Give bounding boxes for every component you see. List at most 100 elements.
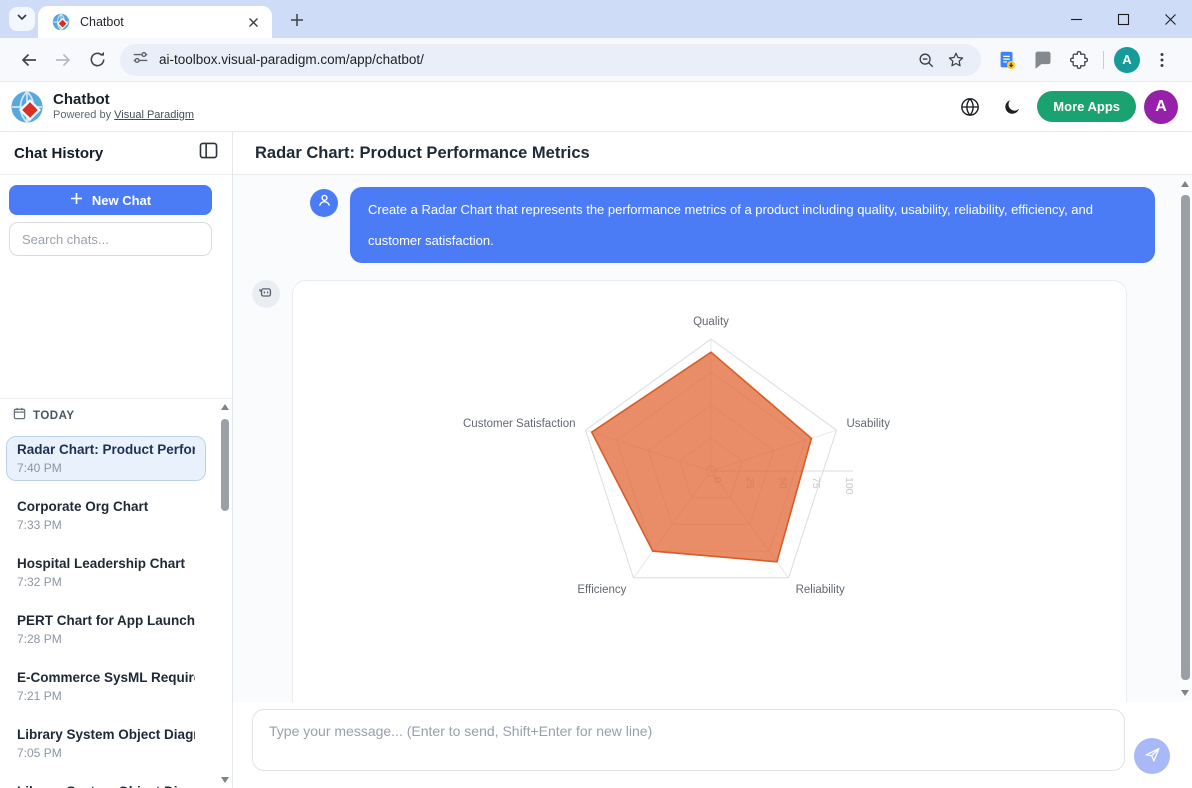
bookmark-star-icon[interactable] (941, 45, 971, 75)
svg-text:100: 100 (843, 477, 855, 495)
chat-history-item[interactable]: Library System Object Diagr... 7:05 PM (6, 721, 206, 766)
collapse-sidebar-icon[interactable] (199, 142, 218, 164)
reload-icon[interactable] (80, 43, 114, 77)
robot-icon (258, 284, 274, 305)
chat-history-item[interactable]: Library System Object Diagr... 7:05 PM (6, 778, 206, 788)
new-chat-label: New Chat (91, 192, 152, 208)
main-scrollbar[interactable] (1179, 175, 1192, 702)
today-section-header: TODAY (0, 407, 232, 425)
svg-text:Customer Satisfaction: Customer Satisfaction (463, 418, 576, 430)
browser-titlebar: Chatbot (0, 0, 1192, 38)
browser-menu-icon[interactable] (1146, 44, 1178, 76)
today-label: TODAY (33, 410, 75, 422)
calendar-icon (13, 407, 26, 425)
window-controls (1069, 0, 1178, 38)
message-composer (233, 702, 1192, 788)
svg-text:Efficiency: Efficiency (577, 584, 626, 596)
chat-history-item[interactable]: Radar Chart: Product Perfor... 7:40 PM (6, 436, 206, 481)
radar-chart: 0255075100QualityUsabilityReliabilityEff… (463, 316, 890, 596)
chat-item-time: 7:33 PM (17, 518, 62, 532)
search-chats-input[interactable] (9, 222, 212, 256)
more-apps-button[interactable]: More Apps (1037, 91, 1136, 122)
tab-search-button[interactable] (9, 7, 35, 31)
svg-text:Quality: Quality (693, 316, 729, 328)
powered-by-text: Powered by (53, 109, 115, 121)
header-actions: More Apps A (953, 89, 1178, 124)
chat-history-item[interactable]: E-Commerce SysML Require... 7:21 PM (6, 664, 206, 709)
chat-item-title: Radar Chart: Product Perfor... (17, 442, 195, 457)
scrollbar-thumb[interactable] (221, 419, 229, 511)
conversation-header: Radar Chart: Product Performance Metrics (233, 132, 1192, 175)
chat-history-sidebar: Chat History New Chat TODAY Radar Chart:… (0, 132, 233, 788)
send-button[interactable] (1134, 738, 1170, 774)
tab-title: Chatbot (80, 15, 124, 29)
new-chat-button[interactable]: New Chat (9, 185, 212, 215)
chat-area: Create a Radar Chart that represents the… (233, 175, 1192, 702)
chat-item-title: E-Commerce SysML Require... (17, 670, 195, 685)
chart-response-card: 0255075100QualityUsabilityReliabilityEff… (292, 280, 1127, 702)
person-icon (317, 193, 332, 213)
chat-item-time: 7:40 PM (17, 461, 62, 475)
chat-item-title: Corporate Org Chart (17, 499, 149, 514)
site-favicon (52, 13, 70, 31)
chat-item-time: 7:28 PM (17, 632, 62, 646)
conversation-title: Radar Chart: Product Performance Metrics (255, 143, 590, 162)
user-avatar[interactable]: A (1144, 89, 1178, 124)
back-icon[interactable] (12, 43, 46, 77)
chat-item-title: Library System Object Diagr... (17, 784, 195, 788)
paper-plane-icon (1144, 746, 1161, 766)
visual-paradigm-logo (10, 90, 44, 124)
browser-tab[interactable]: Chatbot (38, 6, 272, 38)
maximize-button[interactable] (1116, 12, 1131, 27)
dark-mode-moon-icon[interactable] (995, 90, 1029, 124)
scroll-down-icon[interactable] (1181, 690, 1189, 696)
language-globe-icon[interactable] (953, 90, 987, 124)
chat-history-item[interactable]: Hospital Leadership Chart 7:32 PM (6, 550, 206, 595)
chevron-down-icon (16, 10, 28, 28)
chat-item-time: 7:05 PM (17, 746, 62, 760)
browser-profile-avatar[interactable]: A (1114, 46, 1140, 73)
chat-history-item[interactable]: Corporate Org Chart 7:33 PM (6, 493, 206, 538)
app-header: Chatbot Powered by Visual Paradigm More … (0, 82, 1192, 132)
chat-item-title: PERT Chart for App Launch (17, 613, 195, 628)
chat-item-title: Hospital Leadership Chart (17, 556, 186, 571)
message-input[interactable] (252, 709, 1125, 771)
zoom-out-icon[interactable] (911, 45, 941, 75)
user-message-bubble: Create a Radar Chart that represents the… (350, 187, 1155, 263)
sidebar-header: Chat History (0, 132, 232, 175)
chat-list: TODAY Radar Chart: Product Perfor... 7:4… (0, 398, 232, 788)
app-title: Chatbot (53, 91, 110, 108)
browser-toolbar: ai-toolbox.visual-paradigm.com/app/chatb… (0, 38, 1192, 82)
chat-history-item[interactable]: PERT Chart for App Launch 7:28 PM (6, 607, 206, 652)
sidebar-scrollbar[interactable] (219, 399, 231, 788)
new-tab-button[interactable] (286, 9, 308, 31)
scrollbar-thumb[interactable] (1181, 195, 1190, 680)
site-settings-icon[interactable] (132, 49, 149, 71)
scroll-down-icon[interactable] (221, 777, 229, 783)
minimize-button[interactable] (1069, 12, 1084, 27)
address-bar[interactable]: ai-toolbox.visual-paradigm.com/app/chatb… (120, 43, 981, 76)
forward-icon[interactable] (46, 43, 80, 77)
visual-paradigm-link[interactable]: Visual Paradigm (114, 109, 195, 121)
chat-item-time: 7:21 PM (17, 689, 62, 703)
close-button[interactable] (1163, 12, 1178, 27)
tab-close-icon[interactable] (244, 13, 262, 31)
plus-icon (70, 192, 83, 208)
extensions-puzzle-icon[interactable] (1063, 44, 1095, 76)
chat-item-title: Library System Object Diagr... (17, 727, 195, 742)
powered-by: Powered by Visual Paradigm (53, 108, 194, 122)
url-text[interactable]: ai-toolbox.visual-paradigm.com/app/chatb… (159, 52, 424, 67)
scroll-up-icon[interactable] (221, 404, 229, 410)
toolbar-divider (1103, 50, 1104, 69)
main-panel: Radar Chart: Product Performance Metrics… (233, 132, 1192, 788)
docs-offline-icon[interactable] (991, 44, 1023, 76)
bot-message-avatar (252, 280, 280, 308)
scroll-up-icon[interactable] (1181, 181, 1189, 187)
chat-search (9, 222, 221, 256)
feedback-bubble-icon[interactable] (1027, 44, 1059, 76)
app-titles: Chatbot Powered by Visual Paradigm (53, 91, 194, 122)
svg-text:Reliability: Reliability (796, 584, 845, 596)
chat-item-time: 7:32 PM (17, 575, 62, 589)
user-message-avatar (310, 189, 338, 217)
